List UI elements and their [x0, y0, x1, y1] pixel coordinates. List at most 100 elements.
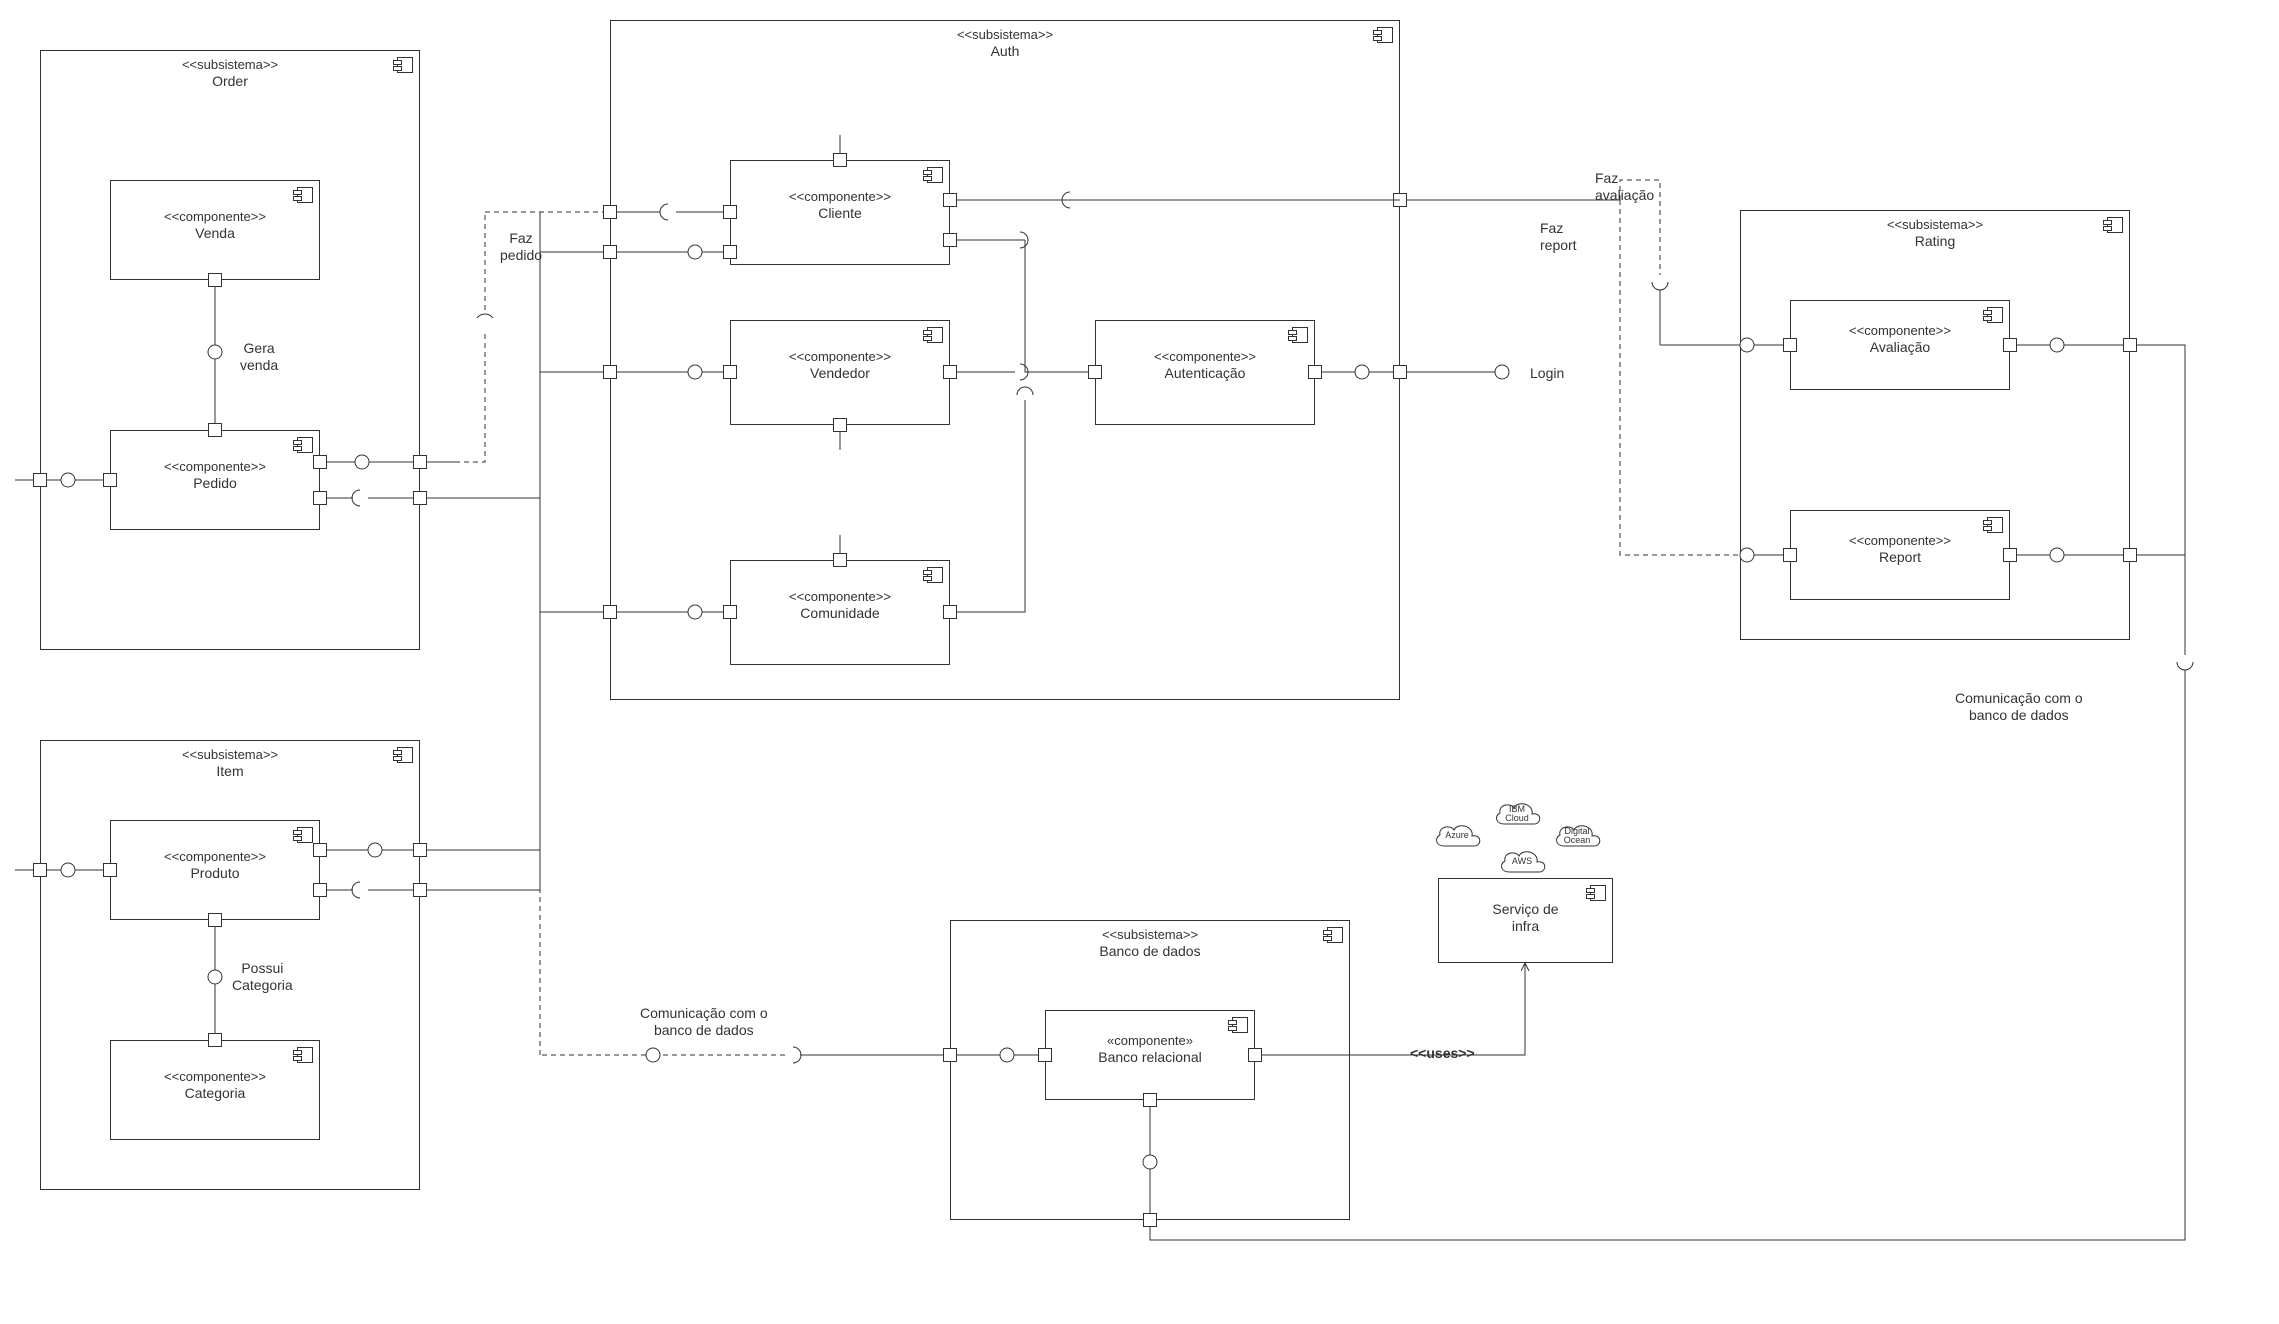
port [603, 605, 617, 619]
component-report-stereotype: <<componente>> [1791, 511, 2009, 549]
port [413, 843, 427, 857]
component-comunidade-name: Comunidade [731, 605, 949, 622]
port [723, 205, 737, 219]
cloud-aws-label: AWS [1510, 857, 1534, 866]
port [208, 273, 222, 287]
port [208, 913, 222, 927]
diagram-canvas: <<subsistema>> Order <<componente>> Vend… [0, 0, 2279, 1324]
component-avaliacao: <<componente>> Avaliação [1790, 300, 2010, 390]
component-icon [923, 167, 943, 183]
component-produto: <<componente>> Produto [110, 820, 320, 920]
port [1393, 193, 1407, 207]
subsystem-db-stereotype: <<subsistema>> [951, 921, 1349, 943]
component-vendedor-name: Vendedor [731, 365, 949, 382]
component-vendedor: <<componente>> Vendedor [730, 320, 950, 425]
port [103, 473, 117, 487]
component-comunidade-stereotype: <<componente>> [731, 561, 949, 605]
component-icon [1373, 27, 1393, 43]
subsystem-auth-stereotype: <<subsistema>> [611, 21, 1399, 43]
component-icon [1228, 1017, 1248, 1033]
port [1393, 365, 1407, 379]
component-icon [923, 567, 943, 583]
label-faz-pedido: Faz pedido [500, 230, 542, 264]
subsystem-item-name: Item [41, 763, 419, 780]
port [603, 365, 617, 379]
port [33, 863, 47, 877]
cloud-aws: AWS [1495, 846, 1549, 878]
subsystem-order-stereotype: <<subsistema>> [41, 51, 419, 73]
subsystem-rating-stereotype: <<subsistema>> [1741, 211, 2129, 233]
label-com-db-left: Comunicação com o banco de dados [640, 1005, 768, 1039]
port [2003, 338, 2017, 352]
port [208, 1033, 222, 1047]
component-icon [923, 327, 943, 343]
port [833, 418, 847, 432]
component-icon [293, 437, 313, 453]
port [313, 491, 327, 505]
subsystem-order: <<subsistema>> Order [40, 50, 420, 650]
label-uses: <<uses>> [1410, 1045, 1475, 1062]
port [313, 843, 327, 857]
port [1143, 1093, 1157, 1107]
component-icon [1323, 927, 1343, 943]
component-autenticacao-stereotype: <<componente>> [1096, 321, 1314, 365]
component-categoria-name: Categoria [111, 1085, 319, 1102]
component-produto-name: Produto [111, 865, 319, 882]
port [103, 863, 117, 877]
subsystem-auth-name: Auth [611, 43, 1399, 60]
port [603, 205, 617, 219]
component-avaliacao-name: Avaliação [1791, 339, 2009, 356]
port [833, 553, 847, 567]
component-icon [2103, 217, 2123, 233]
component-report: <<componente>> Report [1790, 510, 2010, 600]
component-categoria: <<componente>> Categoria [110, 1040, 320, 1140]
cloud-digital-label: Digital Ocean [1562, 827, 1593, 846]
label-login: Login [1530, 365, 1564, 382]
port [208, 423, 222, 437]
component-icon [293, 187, 313, 203]
port [2123, 548, 2137, 562]
port [1088, 365, 1102, 379]
cloud-digital: Digital Ocean [1550, 820, 1604, 852]
port [1308, 365, 1322, 379]
port [943, 1048, 957, 1062]
component-vendedor-stereotype: <<componente>> [731, 321, 949, 365]
port [1248, 1048, 1262, 1062]
component-cliente-stereotype: <<componente>> [731, 161, 949, 205]
component-icon [1586, 885, 1606, 901]
component-banco-rel-stereotype: «componente» [1046, 1011, 1254, 1049]
subsystem-rating-name: Rating [1741, 233, 2129, 250]
component-avaliacao-stereotype: <<componente>> [1791, 301, 2009, 339]
port [943, 193, 957, 207]
port [723, 365, 737, 379]
port [603, 245, 617, 259]
component-banco-rel-name: Banco relacional [1046, 1049, 1254, 1066]
component-categoria-stereotype: <<componente>> [111, 1041, 319, 1085]
subsystem-order-name: Order [41, 73, 419, 90]
component-report-name: Report [1791, 549, 2009, 566]
label-gera-venda: Gera venda [240, 340, 278, 374]
port [2003, 548, 2017, 562]
component-comunidade: <<componente>> Comunidade [730, 560, 950, 665]
component-icon [1288, 327, 1308, 343]
component-icon [1983, 307, 2003, 323]
component-icon [293, 1047, 313, 1063]
port [943, 233, 957, 247]
port [413, 455, 427, 469]
port [1783, 338, 1797, 352]
subsystem-db-name: Banco de dados [951, 943, 1349, 960]
port [723, 605, 737, 619]
component-banco-rel: «componente» Banco relacional [1045, 1010, 1255, 1100]
component-pedido: <<componente>> Pedido [110, 430, 320, 530]
component-icon [1983, 517, 2003, 533]
component-icon [393, 57, 413, 73]
component-icon [293, 827, 313, 843]
port [1783, 548, 1797, 562]
label-possui-categoria: Possui Categoria [232, 960, 293, 994]
port [943, 605, 957, 619]
port [1038, 1048, 1052, 1062]
port [313, 455, 327, 469]
subsystem-item-stereotype: <<subsistema>> [41, 741, 419, 763]
label-faz-avaliacao: Faz avaliação [1595, 170, 1654, 204]
component-pedido-name: Pedido [111, 475, 319, 492]
